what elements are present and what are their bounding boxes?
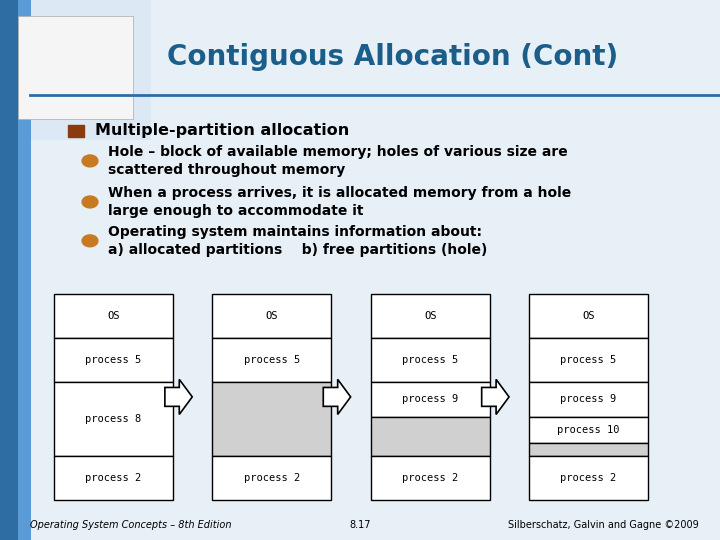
Bar: [212, 338, 331, 382]
Bar: [371, 456, 490, 500]
Text: Silberschatz, Galvin and Gagne ©2009: Silberschatz, Galvin and Gagne ©2009: [508, 520, 698, 530]
Text: Contiguous Allocation (Cont): Contiguous Allocation (Cont): [167, 43, 618, 71]
Polygon shape: [482, 379, 509, 415]
Text: process 2: process 2: [85, 472, 142, 483]
Polygon shape: [165, 379, 192, 415]
Text: Operating system maintains information about:
a) allocated partitions    b) free: Operating system maintains information a…: [108, 225, 487, 257]
Bar: [212, 294, 331, 338]
Bar: [529, 443, 648, 456]
Bar: [529, 338, 648, 382]
Bar: [529, 456, 648, 500]
Polygon shape: [323, 379, 351, 415]
Bar: [529, 416, 648, 443]
Text: process 5: process 5: [560, 355, 617, 365]
Text: OS: OS: [424, 311, 436, 321]
Bar: [54, 456, 173, 500]
Text: OS: OS: [107, 311, 120, 321]
Bar: [18, 16, 133, 119]
Bar: [54, 294, 173, 338]
Bar: [0, 0, 151, 140]
Bar: [371, 338, 490, 382]
Bar: [68, 125, 84, 137]
Text: process 9: process 9: [402, 394, 459, 404]
Circle shape: [82, 196, 98, 208]
Bar: [54, 338, 173, 382]
Text: Hole – block of available memory; holes of various size are
scattered throughout: Hole – block of available memory; holes …: [108, 145, 568, 177]
Text: When a process arrives, it is allocated memory from a hole
large enough to accom: When a process arrives, it is allocated …: [108, 186, 571, 218]
Text: process 2: process 2: [402, 472, 459, 483]
Bar: [212, 456, 331, 500]
Circle shape: [82, 155, 98, 167]
Text: OS: OS: [266, 311, 278, 321]
Bar: [212, 382, 331, 456]
Bar: [529, 382, 648, 416]
Bar: [18, 0, 31, 540]
Text: Multiple-partition allocation: Multiple-partition allocation: [95, 123, 349, 138]
Text: Operating System Concepts – 8th Edition: Operating System Concepts – 8th Edition: [30, 520, 232, 530]
Bar: [54, 382, 173, 456]
Text: process 8: process 8: [85, 414, 142, 424]
Text: 8.17: 8.17: [349, 520, 371, 530]
Text: process 5: process 5: [243, 355, 300, 365]
Bar: [0, 0, 18, 540]
Bar: [529, 294, 648, 338]
Bar: [371, 294, 490, 338]
Text: process 2: process 2: [560, 472, 617, 483]
Text: process 5: process 5: [85, 355, 142, 365]
Circle shape: [82, 235, 98, 247]
Text: process 2: process 2: [243, 472, 300, 483]
Text: process 5: process 5: [402, 355, 459, 365]
Text: process 9: process 9: [560, 394, 617, 404]
Text: process 10: process 10: [557, 424, 620, 435]
Bar: [371, 382, 490, 416]
Text: OS: OS: [582, 311, 595, 321]
Bar: [371, 416, 490, 456]
